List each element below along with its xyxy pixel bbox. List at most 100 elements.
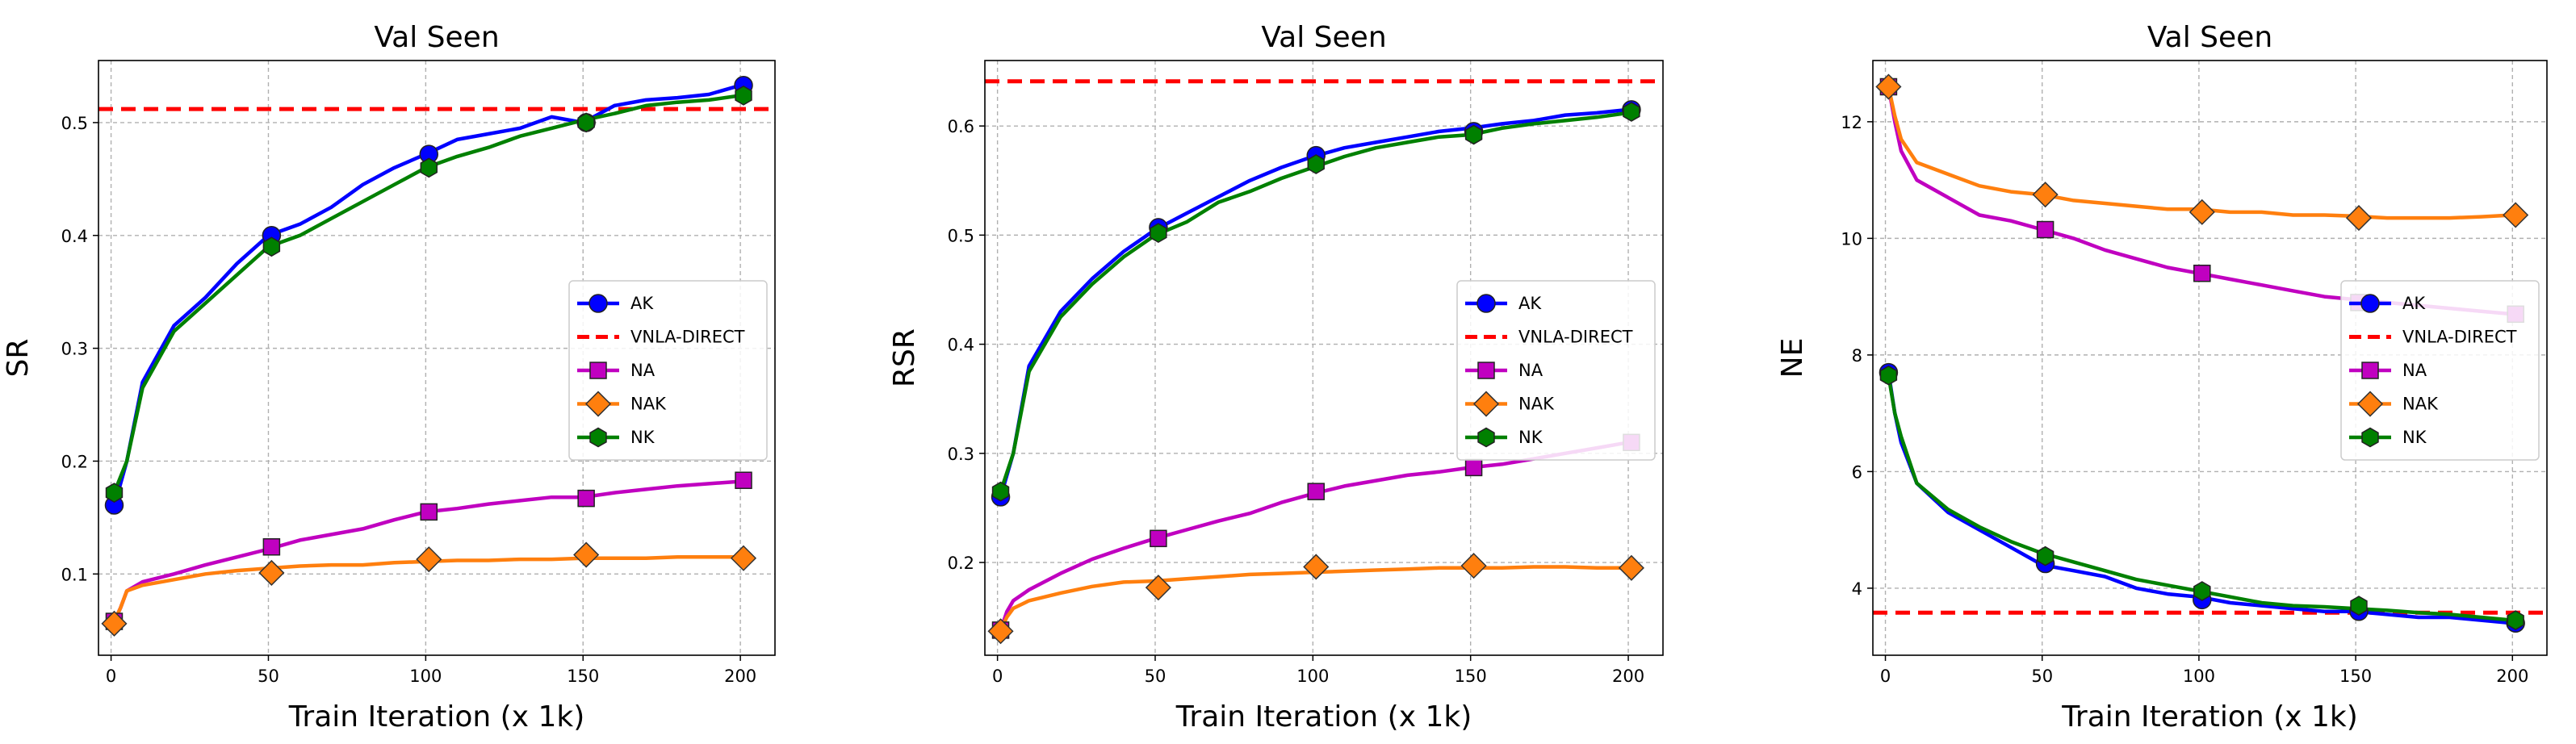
y-axis-label: SR <box>2 339 35 378</box>
x-tick-label: 0 <box>992 667 1003 686</box>
series-line-na <box>999 441 1629 631</box>
legend-label: NA <box>2402 361 2427 380</box>
marker-nk <box>105 483 124 503</box>
marker-nak <box>2189 199 2215 225</box>
x-tick-label: 50 <box>2031 667 2053 686</box>
x-tick-label: 0 <box>106 667 116 686</box>
plot-area <box>985 79 1663 631</box>
x-tick-label: 200 <box>724 667 756 686</box>
marker-nak <box>573 541 600 568</box>
legend-label: NAK <box>630 395 667 414</box>
marker-nak <box>730 545 757 571</box>
marker-nak <box>1303 554 1330 580</box>
legend-label: AK <box>2402 294 2426 313</box>
legend-box <box>1456 280 1656 461</box>
x-tick-label: 200 <box>1612 667 1644 686</box>
marker-nk <box>1623 102 1640 122</box>
x-tick-label: 50 <box>258 667 279 686</box>
x-tick-label: 50 <box>1145 667 1167 686</box>
chart-sr: 0 50 100 150 200 0.1 0.2 0.3 0.4 0.5 Val Seen Train… <box>2 21 776 734</box>
series-line-nak <box>1887 86 2513 220</box>
marker-nk <box>2507 610 2524 631</box>
marker-nk <box>991 481 1010 502</box>
marker-nak <box>1145 575 1171 601</box>
y-tick-label: 0.1 <box>61 565 88 584</box>
series-line-nk <box>112 94 741 494</box>
y-tick-label: 0.3 <box>61 340 88 359</box>
legend-marker-na <box>2361 362 2379 379</box>
legend-marker-na <box>1477 362 1495 379</box>
y-tick-label: 6 <box>1852 462 1862 482</box>
series-line-nk <box>999 111 1629 492</box>
marker-nak <box>2503 202 2529 228</box>
x-tick-label: 100 <box>409 667 442 686</box>
legend-label: NK <box>1518 428 1544 447</box>
marker-nak <box>1618 554 1644 581</box>
legend-marker-ak <box>1476 294 1496 313</box>
marker-nk <box>2193 581 2211 601</box>
marker-na <box>420 503 438 521</box>
legend-label: VNLA-DIRECT <box>2402 328 2517 347</box>
legend-label: VNLA-DIRECT <box>630 328 745 347</box>
y-tick-label: 0.4 <box>61 227 88 246</box>
x-tick-label: 0 <box>1880 667 1891 686</box>
legend-marker-nak <box>584 391 612 417</box>
marker-nak <box>1460 553 1487 579</box>
marker-nak <box>101 610 128 637</box>
legend-label: NAK <box>1518 395 1555 414</box>
series-line-ak <box>112 83 741 508</box>
legend-label: NA <box>630 361 656 380</box>
legend-label: NK <box>2402 428 2427 447</box>
marker-nk <box>577 112 595 133</box>
y-tick-label: 0.6 <box>948 117 974 136</box>
marker-nak <box>416 546 442 573</box>
legend-box <box>568 280 768 461</box>
legend-marker-ak <box>2360 294 2380 313</box>
marker-na <box>735 471 752 489</box>
legend: AK VNLA-DIRECT NA NAK NK <box>2340 280 2540 461</box>
plot-area <box>98 83 775 622</box>
marker-na <box>262 537 281 556</box>
chart-title: Val Seen <box>2147 21 2272 54</box>
series-line-ak <box>999 107 1629 498</box>
marker-nak <box>258 559 285 586</box>
legend-marker-nak <box>2356 391 2384 417</box>
y-tick-label: 0.3 <box>948 445 974 464</box>
marker-na <box>2036 220 2055 239</box>
y-axis-label: RSR <box>888 328 921 387</box>
marker-nak <box>1875 73 1902 100</box>
legend-marker-nk <box>589 427 607 448</box>
series-line-nak <box>999 565 1628 631</box>
legend-label: AK <box>1518 294 1542 313</box>
y-tick-label: 4 <box>1852 579 1862 599</box>
marker-nk <box>420 157 438 178</box>
y-tick-label: 0.4 <box>948 336 974 355</box>
marker-nk <box>735 85 752 106</box>
x-axis-label: Train Iteration (x 1k) <box>2061 700 2358 734</box>
chart-rsr: 0 50 100 150 200 0.2 0.3 0.4 0.5 0.6 Val Seen Train… <box>888 21 1664 734</box>
marker-nak <box>2032 182 2059 208</box>
marker-na <box>2193 264 2211 282</box>
x-tick-label: 100 <box>2183 667 2215 686</box>
axes-frame <box>1872 60 2548 656</box>
x-axis-label: Train Iteration (x 1k) <box>1175 700 1472 734</box>
y-tick-label: 12 <box>1841 113 1862 132</box>
legend-label: VNLA-DIRECT <box>1518 328 1633 347</box>
marker-nak <box>2345 205 2373 232</box>
marker-na <box>577 489 595 508</box>
legend-box <box>2340 280 2540 461</box>
axes-frame <box>984 60 1664 656</box>
marker-nk <box>1150 223 1167 244</box>
legend-marker-na <box>589 362 607 379</box>
marker-nk <box>1879 365 1898 386</box>
legend-marker-nak <box>1472 391 1500 417</box>
legend-label: NAK <box>2402 395 2439 414</box>
y-tick-label: 8 <box>1852 346 1862 366</box>
series-line-na <box>112 479 741 622</box>
x-tick-label: 150 <box>567 667 599 686</box>
axes-frame <box>98 60 776 656</box>
legend-marker-nk <box>2361 427 2379 448</box>
x-axis-label: Train Iteration (x 1k) <box>288 700 585 734</box>
x-tick-label: 100 <box>1296 667 1329 686</box>
chart-ne: 0 50 100 150 200 4 6 8 10 12 Val Seen Train Iterati… <box>1776 21 2548 734</box>
